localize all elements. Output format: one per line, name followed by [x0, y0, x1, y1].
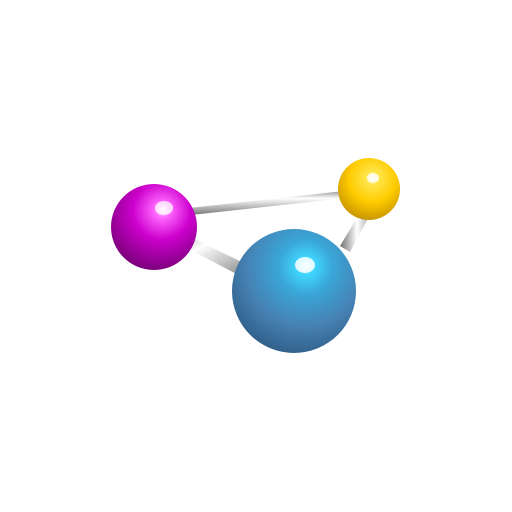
gold-atom-highlight: [367, 173, 379, 183]
blue-atom: [232, 229, 356, 353]
magenta-atom: [111, 184, 197, 270]
magenta-atom-highlight: [155, 201, 173, 215]
bond-magenta-gold: [180, 189, 364, 216]
blue-atom-highlight: [295, 257, 315, 273]
gold-atom: [338, 158, 400, 220]
